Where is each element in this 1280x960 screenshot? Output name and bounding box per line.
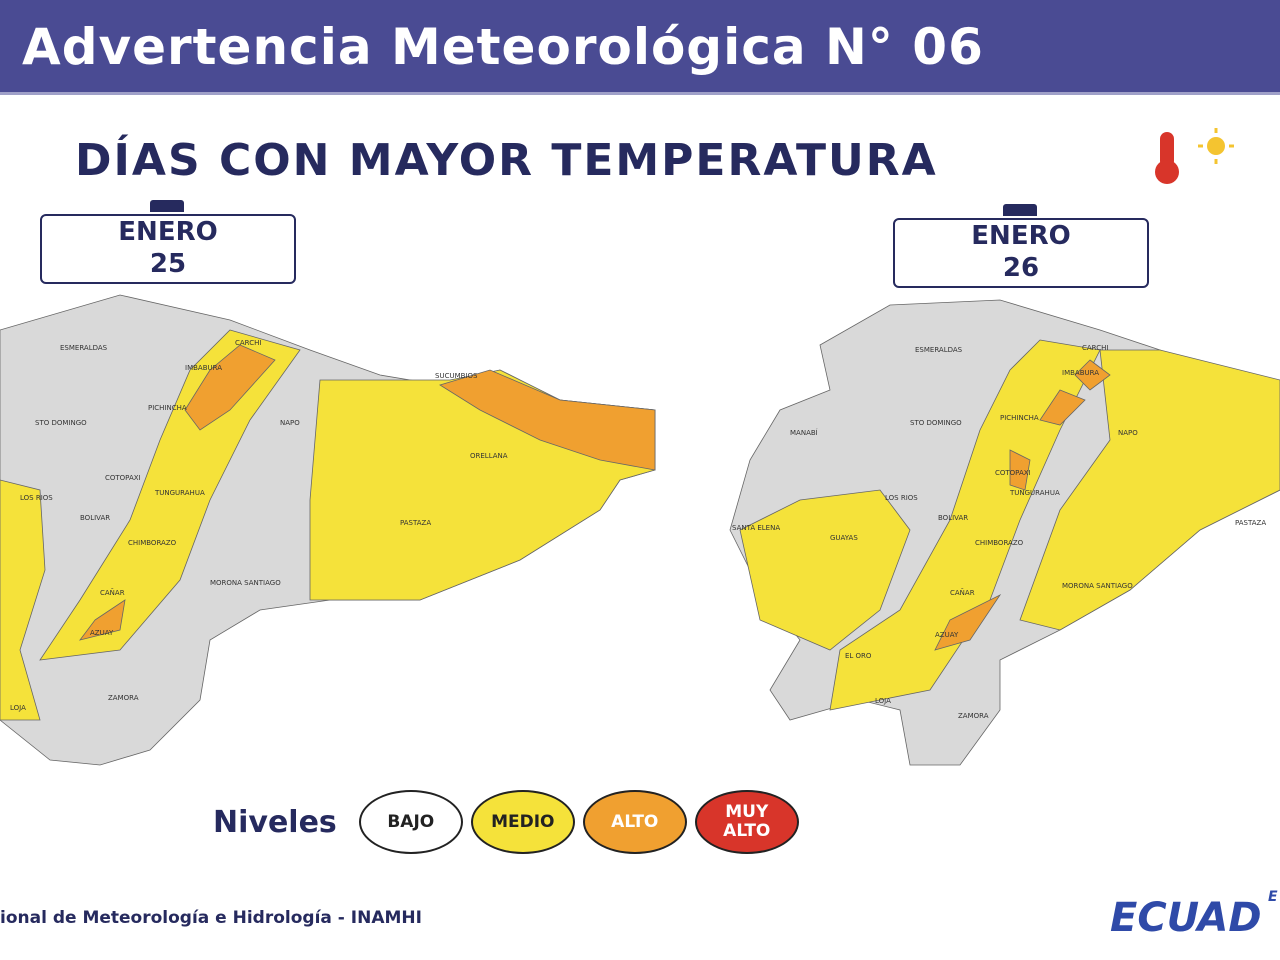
date-month: ENERO — [118, 217, 218, 247]
logo-text: ECUAD — [1110, 895, 1262, 941]
province-label: MANABÍ — [790, 428, 818, 437]
province-label: CAÑAR — [100, 588, 125, 597]
province-label: TUNGURAHUA — [1009, 489, 1060, 497]
province-label: ESMERALDAS — [915, 346, 963, 354]
date-day: 26 — [1002, 253, 1040, 283]
logo-top: E — [1268, 889, 1278, 905]
province-label: ZAMORA — [108, 694, 139, 702]
province-label: LOJA — [10, 704, 26, 712]
province-label: PASTAZA — [400, 519, 431, 527]
province-label: LOS RIOS — [885, 494, 918, 502]
province-label: NAPO — [1118, 429, 1138, 437]
province-label: CHIMBORAZO — [128, 539, 177, 547]
province-label: COTOPAXI — [995, 469, 1031, 477]
province-label: ZAMORA — [958, 712, 989, 720]
province-label: CHIMBORAZO — [975, 539, 1024, 547]
date-box: ENERO 26 — [893, 204, 1149, 288]
province-label: CAÑAR — [950, 588, 975, 597]
province-label: AZUAY — [90, 629, 114, 637]
province-label: LOJA — [875, 697, 891, 705]
province-label: EL ORO — [845, 652, 872, 660]
legend-item: MEDIO — [470, 790, 575, 854]
province-label: COTOPAXI — [105, 474, 141, 482]
province-label: GUAYAS — [830, 534, 858, 542]
province-label: BOLIVAR — [938, 514, 968, 522]
province-label: LOS RIOS — [20, 494, 53, 502]
province-label: AZUAY — [935, 631, 959, 639]
province-label: MORONA SANTIAGO — [1062, 582, 1133, 590]
province-label: PASTAZA — [1235, 519, 1266, 527]
map-left — [0, 294, 656, 766]
maps: ESMERALDAS CARCHI IMBABURA PICHINCHA STO DOM… — [0, 294, 1280, 766]
legend: Niveles BAJO MEDIO ALTO MUY ALTO — [213, 790, 799, 854]
province-label: TUNGURAHUA — [154, 489, 205, 497]
legend-item: MUY ALTO — [694, 790, 799, 854]
logo: E ECUAD — [1110, 889, 1278, 941]
province-label: ESMERALDAS — [60, 344, 108, 352]
province-label: CARCHI — [235, 339, 261, 347]
province-label: IMBABURA — [1062, 369, 1099, 377]
province-label: STO DOMINGO — [910, 419, 962, 427]
province-label: CARCHI — [1082, 344, 1108, 352]
province-label: NAPO — [280, 419, 300, 427]
legend-item: BAJO — [358, 790, 463, 854]
province-label: PICHINCHA — [148, 404, 187, 412]
subtitle: DÍAS CON MAYOR TEMPERATURA — [75, 135, 938, 186]
date-month: ENERO — [971, 221, 1071, 251]
legend-title: Niveles — [213, 804, 337, 840]
province-label: SANTA ELENA — [732, 524, 780, 532]
map-right — [729, 299, 1280, 766]
header-title: Advertencia Meteorológica N° 06 — [22, 18, 984, 76]
province-label: MORONA SANTIAGO — [210, 579, 281, 587]
footer-source: ional de Meteorología e Hidrología - INA… — [0, 908, 422, 928]
header: Advertencia Meteorológica N° 06 — [0, 0, 1280, 95]
province-label: ORELLANA — [470, 452, 508, 460]
province-label: SUCUMBIOS — [435, 372, 478, 380]
thermometer-icon — [1155, 128, 1234, 184]
date-day: 25 — [149, 249, 187, 279]
date-box: ENERO 25 — [40, 200, 296, 284]
province-label: STO DOMINGO — [35, 419, 87, 427]
province-label: BOLIVAR — [80, 514, 110, 522]
province-label: IMBABURA — [185, 364, 222, 372]
province-label: PICHINCHA — [1000, 414, 1039, 422]
legend-item: ALTO — [582, 790, 687, 854]
